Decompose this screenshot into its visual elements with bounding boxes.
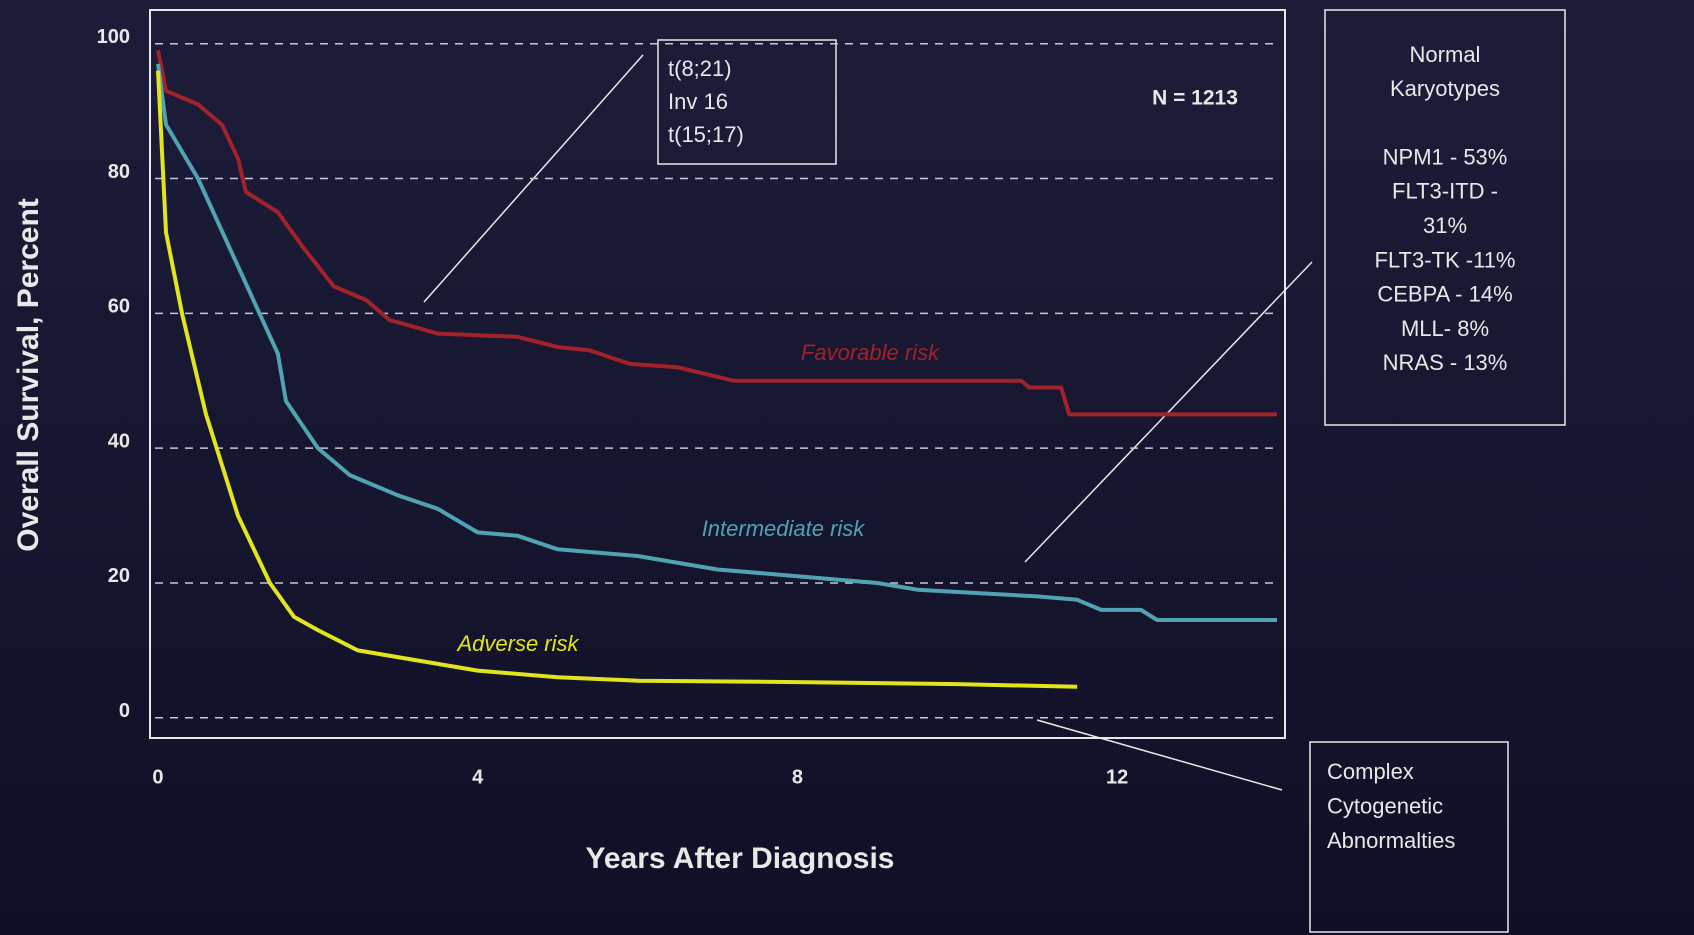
y-tick-label: 100 [97,26,130,48]
annotation-line: NPM1 - 53% [1383,144,1508,169]
series-label: Favorable risk [801,340,940,365]
y-tick-label: 60 [108,296,130,318]
series-label: Adverse risk [455,631,579,656]
series-line [156,63,1277,622]
annotation-line: 31% [1423,213,1467,238]
annotation-line: Karyotypes [1390,76,1500,101]
annotation-line: FLT3-TK -11% [1375,247,1516,272]
y-tick-label: 20 [108,565,130,587]
x-axis-label: Years After Diagnosis [585,842,894,875]
annotation-line: CEBPA - 14% [1377,282,1512,307]
series-line [156,50,1277,417]
annotation-line: Cytogenetic [1327,793,1443,818]
annotation-line: MLL- 8% [1401,316,1489,341]
y-axis-label: Overall Survival, Percent [12,198,45,552]
annotation-line: Inv 16 [668,89,728,114]
x-tick-label: 4 [472,766,484,788]
annotation-line: Complex [1327,759,1414,784]
connector [1036,719,1283,791]
y-tick-label: 0 [119,700,130,722]
y-tick-label: 80 [108,161,130,183]
annotation-box [657,39,837,165]
annotation-box [1309,741,1509,933]
annotation-line: Normal [1410,42,1481,67]
x-tick-label: 12 [1106,766,1128,788]
connector [1024,261,1313,563]
annotation-line: Abnormalties [1327,828,1455,853]
annotation-line: t(15;17) [668,122,744,147]
annotation-line: NRAS - 13% [1383,350,1508,375]
annotation: N = 1213 [1152,87,1238,110]
annotation-box [1324,9,1566,426]
annotation-line: t(8;21) [668,56,732,81]
x-tick-label: 8 [792,766,803,788]
x-tick-label: 0 [152,766,163,788]
series-label: Intermediate risk [702,516,866,541]
annotation-line: FLT3-ITD - [1392,179,1498,204]
plot-frame [149,9,1286,739]
series-line [156,70,1078,689]
y-tick-label: 40 [108,430,130,452]
